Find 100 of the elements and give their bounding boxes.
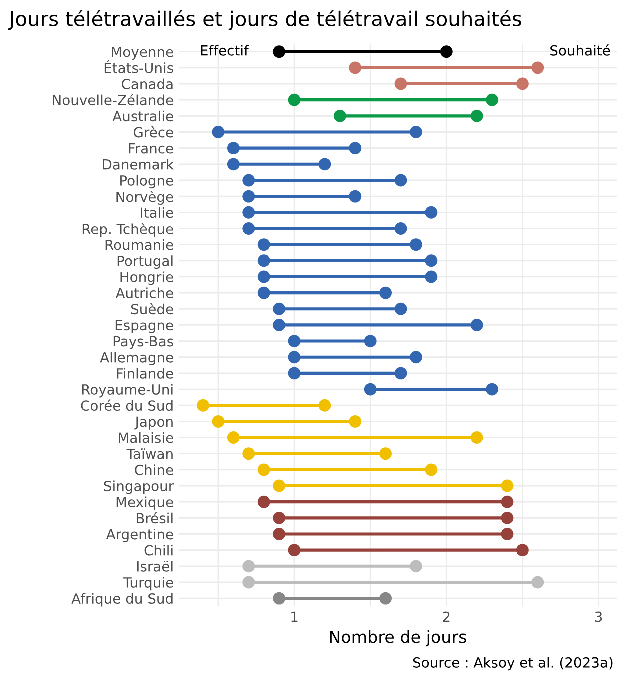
- point: [394, 367, 408, 380]
- y-tick-label: Danemark: [103, 159, 174, 170]
- y-tick-label: Allemagne: [100, 352, 174, 366]
- point: [410, 560, 422, 573]
- y-tick-label: Mexique: [116, 496, 174, 510]
- series-label: Souhaité: [550, 44, 610, 56]
- series-label: Effectif: [201, 45, 250, 56]
- point: [410, 351, 422, 364]
- y-tick-label: Israël: [137, 561, 173, 572]
- point: [334, 110, 346, 122]
- y-tick-label: Nouvelle-Zélande: [53, 94, 174, 106]
- y-tick-label: France: [129, 143, 174, 154]
- y-tick-label: Chine: [135, 464, 174, 476]
- point: [197, 399, 210, 412]
- point: [532, 576, 544, 589]
- y-tick-label: Afrique du Sud: [72, 593, 173, 607]
- y-tick-label: Pays-Bas: [114, 336, 174, 350]
- x-axis-title: Nombre de jours: [330, 630, 466, 647]
- point: [486, 383, 498, 396]
- point: [380, 286, 392, 300]
- point: [258, 254, 270, 268]
- point: [501, 528, 514, 540]
- x-tick-label: 2: [443, 612, 450, 622]
- point: [288, 351, 301, 364]
- point: [258, 238, 270, 252]
- y-tick-label: Grèce: [134, 126, 174, 138]
- point: [394, 174, 408, 187]
- point: [288, 544, 301, 557]
- point: [242, 576, 256, 589]
- y-tick-label: Singapour: [104, 480, 174, 494]
- point: [501, 480, 514, 492]
- x-tick-label: 1: [292, 612, 298, 622]
- point: [425, 254, 438, 268]
- y-tick-label: Moyenne: [112, 47, 174, 60]
- point: [380, 448, 392, 460]
- point: [227, 158, 240, 171]
- point: [273, 592, 286, 605]
- point: [380, 592, 392, 605]
- point: [242, 448, 256, 460]
- y-tick-label: Chili: [144, 545, 173, 556]
- point: [273, 302, 286, 316]
- point: [227, 142, 240, 155]
- y-tick-label: Corée du Sud: [81, 400, 173, 412]
- y-tick-label: Portugal: [118, 256, 173, 270]
- y-tick-label: Roumanie: [106, 240, 174, 250]
- point: [440, 46, 453, 58]
- point: [516, 544, 529, 557]
- y-tick-label: Brésil: [137, 512, 173, 524]
- point: [394, 78, 408, 90]
- y-tick-label: Argentine: [106, 528, 174, 542]
- point: [349, 415, 362, 428]
- point: [273, 528, 286, 540]
- point: [273, 480, 286, 492]
- point: [242, 174, 256, 187]
- y-tick-label: Suède: [131, 303, 174, 315]
- chart-title: Jours télétravaillés et jours de télétravail souhaités: [8, 10, 522, 30]
- y-tick-label: Espagne: [116, 320, 174, 334]
- point: [288, 367, 301, 380]
- x-tick-label: 3: [595, 612, 602, 622]
- y-tick-label: Autriche: [116, 288, 174, 299]
- point: [242, 560, 256, 573]
- point: [410, 238, 422, 252]
- point: [288, 94, 301, 106]
- point: [410, 126, 422, 138]
- y-tick-label: Hongrie: [120, 272, 174, 286]
- point: [425, 464, 438, 476]
- y-tick-label: Australie: [112, 110, 174, 122]
- y-tick-label: Norvège: [116, 191, 174, 206]
- y-tick-label: Taïwan: [126, 448, 173, 460]
- point: [516, 78, 529, 90]
- point: [242, 190, 256, 203]
- point: [486, 94, 498, 106]
- point: [273, 46, 286, 58]
- point: [258, 496, 270, 508]
- point: [318, 158, 332, 171]
- point: [258, 270, 270, 284]
- point: [470, 110, 484, 122]
- y-tick-label: Malaisie: [119, 432, 174, 444]
- point: [212, 415, 225, 428]
- source-note: Source : Aksoy et al. (2023a): [413, 657, 613, 671]
- point: [394, 222, 408, 235]
- y-tick-label: Pologne: [120, 175, 174, 189]
- point: [258, 464, 270, 476]
- y-tick-label: Royaume-Uni: [82, 384, 173, 398]
- point: [227, 432, 240, 444]
- point: [242, 206, 256, 219]
- point: [532, 62, 544, 74]
- y-tick-label: États-Unis: [104, 60, 174, 74]
- point: [273, 318, 286, 332]
- point: [501, 496, 514, 508]
- point: [288, 335, 301, 348]
- point: [470, 432, 484, 444]
- point: [470, 318, 484, 332]
- point: [349, 142, 362, 155]
- point: [212, 126, 225, 138]
- point: [242, 222, 256, 235]
- y-tick-label: Turquie: [123, 577, 174, 591]
- point: [318, 399, 332, 412]
- point: [349, 62, 362, 74]
- y-tick-label: Finlande: [117, 368, 174, 379]
